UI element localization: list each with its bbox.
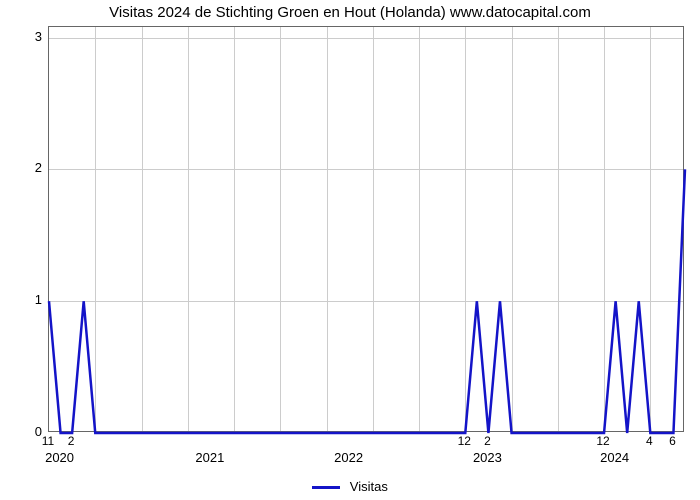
x-year-tick-label: 2023	[473, 450, 502, 465]
x-year-tick-label: 2024	[600, 450, 629, 465]
x-month-tick-label: 11	[42, 434, 54, 448]
x-month-tick-label: 6	[669, 434, 676, 448]
y-tick-label: 3	[24, 29, 42, 44]
x-year-tick-label: 2021	[195, 450, 224, 465]
x-month-tick-label: 12	[458, 434, 471, 448]
y-tick-label: 2	[24, 160, 42, 175]
y-tick-label: 0	[24, 424, 42, 439]
legend-label: Visitas	[350, 479, 388, 494]
legend-swatch	[312, 486, 340, 489]
series-line	[49, 27, 685, 433]
x-month-tick-label: 4	[646, 434, 653, 448]
x-month-tick-label: 2	[68, 434, 75, 448]
x-month-tick-label: 12	[596, 434, 609, 448]
x-year-tick-label: 2022	[334, 450, 363, 465]
y-tick-label: 1	[24, 292, 42, 307]
x-year-tick-label: 2020	[45, 450, 74, 465]
x-month-tick-label: 2	[484, 434, 491, 448]
chart-title: Visitas 2024 de Stichting Groen en Hout …	[0, 4, 700, 21]
legend: Visitas	[0, 479, 700, 494]
plot-area	[48, 26, 684, 432]
